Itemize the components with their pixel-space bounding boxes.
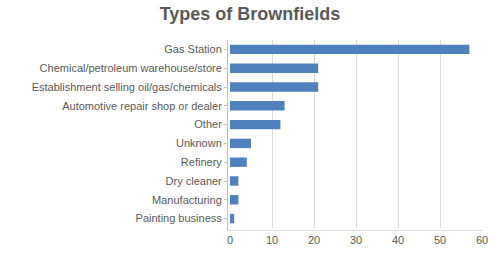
svg-text:Chemical/petroleum warehouse/s: Chemical/petroleum warehouse/store <box>40 62 222 74</box>
svg-text:50: 50 <box>434 234 446 246</box>
svg-text:60: 60 <box>476 234 488 246</box>
svg-text:Other: Other <box>194 118 222 130</box>
svg-text:10: 10 <box>266 234 278 246</box>
svg-text:Painting business: Painting business <box>136 212 223 224</box>
svg-text:Unknown: Unknown <box>176 137 222 149</box>
svg-text:Dry cleaner: Dry cleaner <box>166 175 223 187</box>
svg-text:20: 20 <box>308 234 320 246</box>
svg-text:Refinery: Refinery <box>181 156 222 168</box>
svg-text:Establishment selling oil/gas/: Establishment selling oil/gas/chemicals <box>32 81 223 93</box>
svg-text:Types of Brownfields: Types of Brownfields <box>160 4 341 24</box>
svg-text:Automotive repair shop or deal: Automotive repair shop or dealer <box>62 100 222 112</box>
svg-text:Gas Station: Gas Station <box>164 43 221 55</box>
svg-text:40: 40 <box>392 234 404 246</box>
svg-text:0: 0 <box>227 234 233 246</box>
svg-text:Manufacturing: Manufacturing <box>152 194 222 206</box>
svg-text:30: 30 <box>350 234 362 246</box>
